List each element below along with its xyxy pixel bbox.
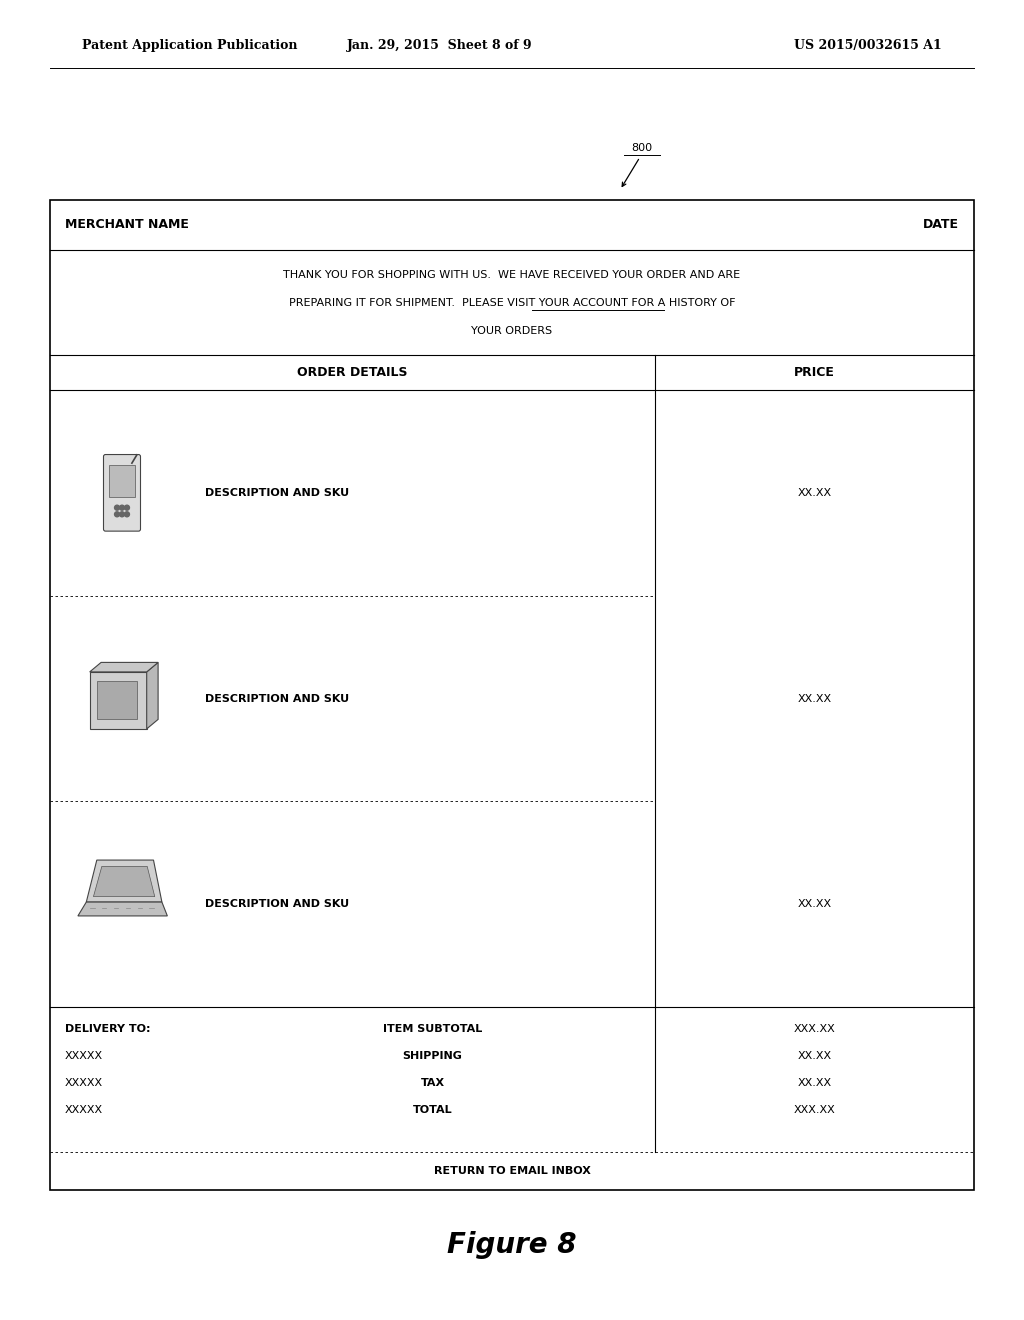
Text: YOUR ORDERS: YOUR ORDERS (471, 326, 553, 335)
Text: DELIVERY TO:: DELIVERY TO: (65, 1024, 151, 1034)
Circle shape (115, 506, 120, 511)
Text: XX.XX: XX.XX (798, 1078, 831, 1088)
Polygon shape (90, 663, 158, 672)
Circle shape (125, 512, 129, 517)
Polygon shape (78, 902, 167, 916)
FancyBboxPatch shape (103, 454, 140, 531)
Text: ORDER DETAILS: ORDER DETAILS (297, 366, 408, 379)
Text: XX.XX: XX.XX (798, 488, 831, 498)
Text: RETURN TO EMAIL INBOX: RETURN TO EMAIL INBOX (433, 1166, 591, 1176)
Text: PREPARING IT FOR SHIPMENT.  PLEASE VISIT YOUR ACCOUNT FOR A HISTORY OF: PREPARING IT FOR SHIPMENT. PLEASE VISIT … (289, 297, 735, 308)
Text: XXX.XX: XXX.XX (794, 1024, 836, 1034)
Text: XX.XX: XX.XX (798, 693, 831, 704)
Text: Jan. 29, 2015  Sheet 8 of 9: Jan. 29, 2015 Sheet 8 of 9 (347, 38, 532, 51)
Text: TAX: TAX (421, 1078, 444, 1088)
Text: XXXXX: XXXXX (65, 1105, 103, 1115)
Polygon shape (86, 861, 162, 902)
Text: DESCRIPTION AND SKU: DESCRIPTION AND SKU (205, 693, 349, 704)
Text: XXXXX: XXXXX (65, 1051, 103, 1061)
Text: TOTAL: TOTAL (413, 1105, 453, 1115)
Polygon shape (93, 866, 155, 896)
Text: XXXXX: XXXXX (65, 1078, 103, 1088)
Text: THANK YOU FOR SHOPPING WITH US.  WE HAVE RECEIVED YOUR ORDER AND ARE: THANK YOU FOR SHOPPING WITH US. WE HAVE … (284, 269, 740, 280)
Polygon shape (97, 681, 137, 719)
Circle shape (115, 512, 120, 517)
Text: US 2015/0032615 A1: US 2015/0032615 A1 (795, 38, 942, 51)
Text: XX.XX: XX.XX (798, 899, 831, 909)
Text: 800: 800 (632, 143, 652, 153)
Circle shape (120, 512, 125, 517)
Text: SHIPPING: SHIPPING (402, 1051, 463, 1061)
Text: XX.XX: XX.XX (798, 1051, 831, 1061)
Text: PRICE: PRICE (794, 366, 835, 379)
Polygon shape (90, 672, 146, 729)
Text: XXX.XX: XXX.XX (794, 1105, 836, 1115)
FancyBboxPatch shape (110, 466, 134, 498)
Text: ITEM SUBTOTAL: ITEM SUBTOTAL (383, 1024, 482, 1034)
Text: DESCRIPTION AND SKU: DESCRIPTION AND SKU (205, 488, 349, 498)
Circle shape (125, 506, 129, 511)
Text: Figure 8: Figure 8 (447, 1232, 577, 1259)
Bar (50, 201, 974, 1191)
Text: DATE: DATE (923, 219, 959, 231)
Text: MERCHANT NAME: MERCHANT NAME (65, 219, 188, 231)
Polygon shape (146, 663, 158, 729)
Circle shape (120, 506, 125, 511)
Text: Patent Application Publication: Patent Application Publication (82, 38, 298, 51)
Text: DESCRIPTION AND SKU: DESCRIPTION AND SKU (205, 899, 349, 909)
